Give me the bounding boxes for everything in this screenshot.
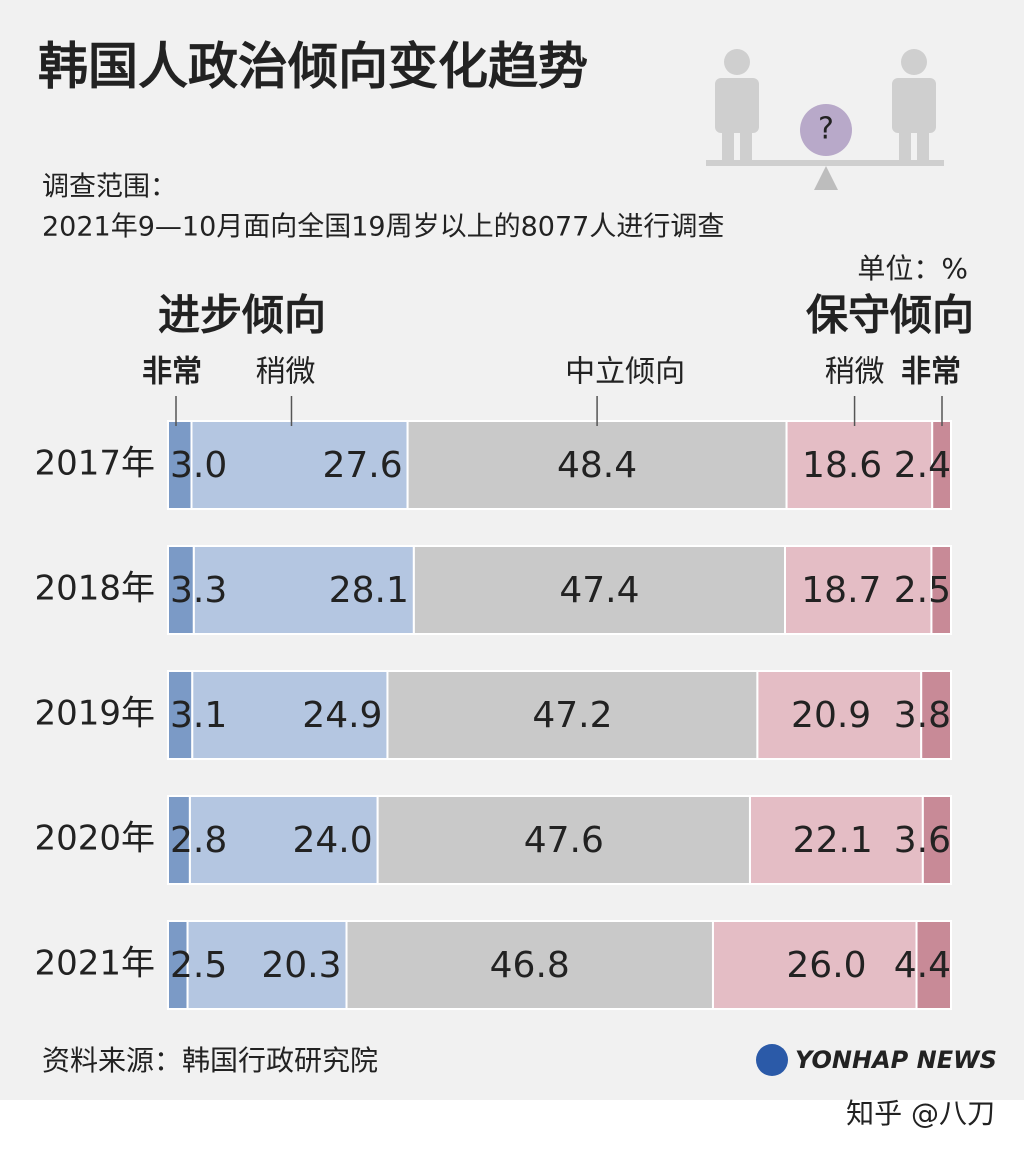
data-label: 24.0 [292,820,372,861]
data-label: 3.6 [894,820,951,861]
bar-segment [190,420,409,510]
bar-segment [921,795,952,885]
legend-label: 稍微 [825,355,885,390]
data-label: 47.4 [559,570,639,611]
bar-segment [386,670,759,760]
icon [706,49,944,190]
data-label: 3.0 [170,445,227,486]
bar-segment [345,920,714,1010]
bar-segment [191,670,389,760]
data-label: 47.2 [532,695,612,736]
data-label: 3.3 [170,570,227,611]
y-tick-label: 2021年 [34,944,155,984]
data-label: 2.5 [894,570,951,611]
data-label: 20.9 [791,695,871,736]
bar-segment [167,545,195,635]
data-label: 3.1 [170,695,227,736]
data-label: 27.6 [322,445,402,486]
bar-segment [711,920,918,1010]
bar-segment [192,545,415,635]
subtitle: 调查范围： [42,172,177,203]
y-tick-label: 2018年 [34,569,155,609]
bar-segment [785,420,934,510]
legend-label: 非常 [901,355,961,390]
legend-label: 中立倾向 [565,355,685,390]
y-tick-label: 2017年 [34,444,155,484]
icon-text: ? [818,112,834,147]
data-label: 18.6 [802,445,882,486]
bar-segment [188,795,379,885]
data-label: 24.9 [302,695,382,736]
data-label: 20.3 [261,945,341,986]
unit-label: 单位：% [857,252,968,285]
logo-mark [756,1044,788,1076]
y-tick-label: 2019年 [34,694,155,734]
legend-label: 稍微 [255,355,315,390]
legend-label: 非常 [142,355,202,390]
data-label: 47.6 [524,820,604,861]
data-label: 2.5 [170,945,227,986]
bar-segment [784,545,933,635]
bar-segment [930,545,952,635]
data-label: 26.0 [786,945,866,986]
bar-segment [915,920,952,1010]
data-label: 46.8 [490,945,570,986]
watermark: 知乎 @八刀 [846,1097,995,1130]
bar-segment [186,920,348,1010]
data-label: 28.1 [329,570,409,611]
data-label: 18.7 [801,570,881,611]
data-label: 4.4 [894,945,951,986]
logo: YONHAP NEWS [795,1046,997,1074]
data-label: 22.1 [793,820,873,861]
data-label: 2.8 [170,820,227,861]
bar-segment [756,670,923,760]
group-label: 保守倾向 [806,291,974,340]
chart-title: 韩国人政治倾向变化趋势 [38,38,588,96]
data-label: 2.4 [894,445,951,486]
data-label: 3.8 [894,695,951,736]
subtitle: 2021年9—10月面向全国19周岁以上的8077人进行调查 [42,212,724,243]
data-label: 48.4 [557,445,637,486]
bar-segment [376,795,751,885]
group-label: 进步倾向 [158,291,326,340]
source: 资料来源：韩国行政研究院 [42,1044,378,1077]
bar-segment [167,670,194,760]
y-tick-label: 2020年 [34,819,155,859]
bar-segment [920,670,952,760]
